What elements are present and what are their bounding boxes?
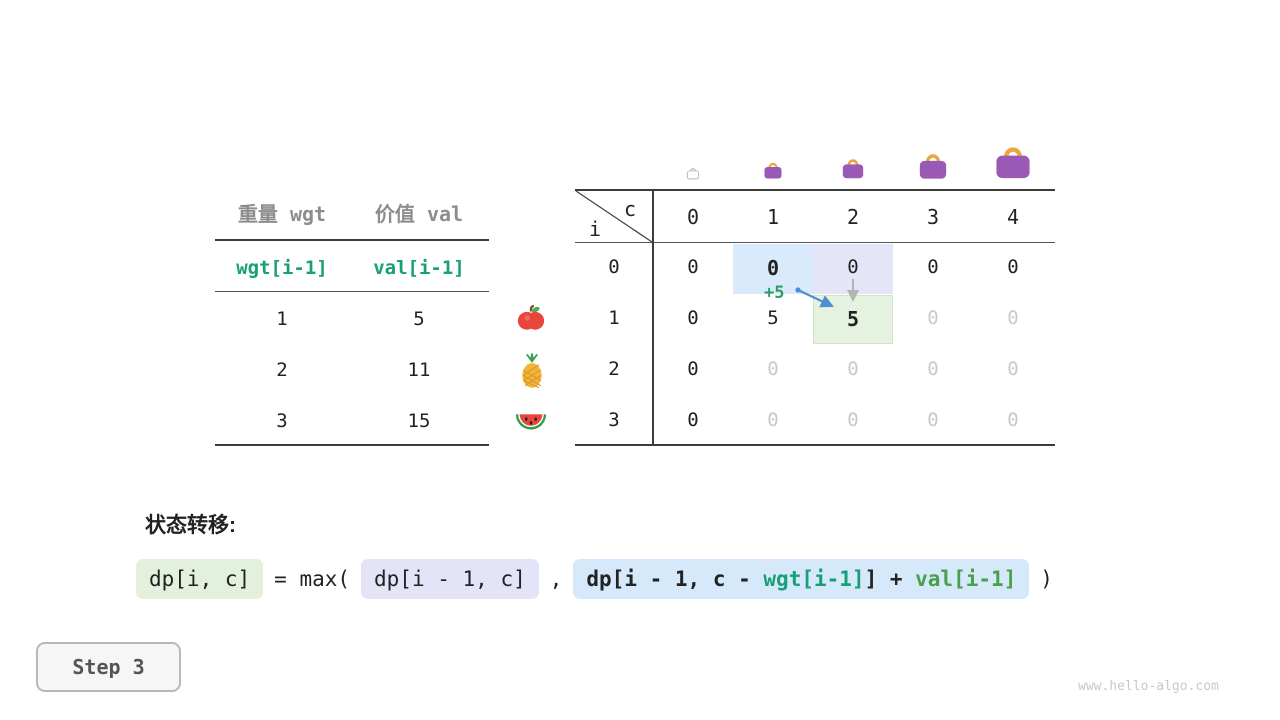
highlight-source-cell (733, 244, 813, 294)
item-wgt-2: 2 (276, 359, 288, 381)
dp-cell-3-4: 0 (1007, 409, 1019, 431)
bag-capacity-4-icon (996, 147, 1030, 179)
state-transition-label: 状态转移: (145, 514, 236, 537)
dp-col-header-2: 2 (846, 205, 860, 229)
dp-cell-1-4: 0 (1007, 307, 1019, 329)
dp-col-header-1: 1 (766, 205, 780, 229)
items-table-header-wgt: 重量 wgt (237, 202, 327, 226)
bag-capacity-1-icon (764, 162, 782, 179)
dp-cell-1-1: 5 (767, 307, 779, 329)
dp-row-header-1: 1 (608, 307, 620, 329)
items-table-wgt-formula: wgt[i-1] (236, 257, 328, 279)
dp-cell-2-3: 0 (927, 358, 939, 380)
bag-capacity-0-icon (686, 168, 700, 180)
formula-take-wgt: wgt[i-1] (763, 567, 865, 591)
dp-col-header-0: 0 (686, 205, 700, 229)
dp-cell-0-1: 0 (766, 256, 780, 280)
dp-cell-0-2: 0 (847, 256, 859, 278)
dp-cell-1-3: 0 (927, 307, 939, 329)
dp-cell-0-0: 0 (687, 256, 699, 278)
dp-cell-0-3: 0 (927, 256, 939, 278)
item-val-3: 15 (407, 410, 431, 432)
items-table-val-formula: val[i-1] (373, 257, 465, 279)
dp-row-header-3: 3 (608, 409, 620, 431)
dp-table-top-rule (575, 189, 1055, 191)
dp-cell-1-0: 0 (687, 307, 699, 329)
formula-option-keep: dp[i - 1, c] (361, 559, 539, 599)
formula-take-val: val[i-1] (915, 567, 1017, 591)
dp-table-bottom-rule (575, 444, 1055, 446)
items-table-header-val: 价值 val (374, 202, 464, 226)
apple-icon (517, 304, 545, 330)
dp-col-header-4: 4 (1006, 205, 1020, 229)
items-table-mid-rule (215, 291, 489, 292)
step-badge: Step 3 (36, 642, 181, 692)
dp-corner-row-label: i (589, 217, 602, 241)
bag-capacity-2-icon (842, 159, 864, 179)
item-val-1: 5 (413, 308, 425, 330)
item-wgt-3: 3 (276, 410, 288, 432)
items-table-header-rule (215, 239, 489, 241)
formula-take-prefix: dp[i - 1, c - (586, 567, 764, 591)
pineapple-icon (522, 353, 542, 389)
dp-cell-2-0: 0 (687, 358, 699, 380)
formula-equals-max: = max( (274, 567, 351, 591)
formula-take-mid: ] + (864, 567, 916, 591)
watermark: www.hello-algo.com (1078, 679, 1219, 694)
items-table-bottom-rule (215, 444, 489, 446)
watermelon-icon (515, 414, 547, 430)
dp-row-header-2: 2 (608, 358, 620, 380)
dp-cell-2-2: 0 (847, 358, 859, 380)
dp-cell-3-0: 0 (687, 409, 699, 431)
dp-corner-col-label: c (624, 197, 637, 221)
dp-corner-diagonal (575, 190, 653, 243)
plus-value-annotation: +5 (764, 283, 785, 303)
dp-row-header-0: 0 (608, 256, 620, 278)
formula-option-take: dp[i - 1, c - wgt[i-1]] + val[i-1] (573, 559, 1030, 599)
dp-cell-1-2: 5 (846, 307, 860, 331)
dp-cell-3-3: 0 (927, 409, 939, 431)
dp-cell-3-2: 0 (847, 409, 859, 431)
state-transition-formula: dp[i, c] = max( dp[i - 1, c] , dp[i - 1,… (136, 559, 1053, 599)
item-val-2: 11 (407, 359, 431, 381)
formula-close-paren: ) (1040, 567, 1053, 591)
dp-cell-2-1: 0 (767, 358, 779, 380)
item-wgt-1: 1 (276, 308, 288, 330)
dp-cell-3-1: 0 (767, 409, 779, 431)
dp-table-vertical-rule (652, 189, 654, 446)
dp-col-header-3: 3 (926, 205, 940, 229)
dp-table-header-rule (575, 242, 1055, 243)
dp-cell-0-4: 0 (1007, 256, 1019, 278)
formula-lhs: dp[i, c] (136, 559, 264, 599)
dp-cell-2-4: 0 (1007, 358, 1019, 380)
formula-comma: , (549, 567, 563, 591)
bag-capacity-3-icon (919, 154, 947, 179)
